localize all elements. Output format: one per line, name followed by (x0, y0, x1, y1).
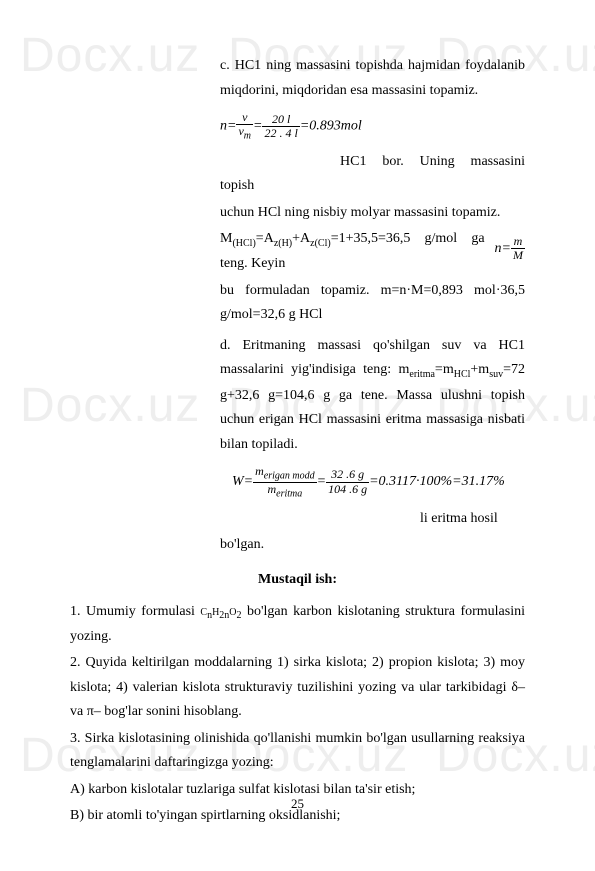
subscript: suv (489, 369, 503, 380)
paragraph-c1: c. HC1 ning massasini topishda hajmidan … (220, 54, 525, 103)
subscript: (HCl) (232, 238, 255, 249)
formula-c2: n=mM (495, 235, 525, 262)
paragraph-d2: li eritma hosil (220, 507, 525, 532)
fraction: 32 .6 g104 .6 g (326, 468, 369, 495)
subscript: HCl (454, 369, 471, 380)
item-2: 2. Quyida keltirilgan moddalarning 1) si… (70, 651, 525, 725)
text: li eritma hosil (420, 511, 498, 526)
paragraph-c3: n=mM M(HCl)=Az(H)+Az(Cl)=1+35,5=36,5 g/m… (220, 227, 525, 277)
numerator: m (511, 235, 525, 249)
text: m (267, 482, 276, 496)
subscript: z(H) (274, 238, 292, 249)
numerator: merigan modd (253, 465, 317, 482)
result: =0.3117·100%=31.17% (369, 474, 505, 489)
formula-text: n= (495, 241, 511, 256)
denominator: vm (236, 125, 253, 141)
denominator: meritma (253, 483, 317, 499)
item-3b: B) bir atomli to'yingan spirtlarning oks… (70, 804, 525, 829)
paragraph-c2b: uchun HCl ning nisbiy molyar massasini t… (220, 201, 525, 226)
equals: = (317, 474, 326, 489)
paragraph-d1: d. Eritmaning massasi qo'shilgan suv va … (220, 334, 525, 457)
item-1: 1. Umumiy formulasi CnH2nO2 bo'lgan karb… (70, 600, 525, 649)
numerator: v (236, 111, 253, 125)
text: HC1 bor. Uning massasini topish (220, 154, 525, 194)
denominator: 104 .6 g (326, 483, 369, 496)
heading-mustaqil: Mustaqil ish: (70, 568, 525, 593)
denominator: M (511, 249, 525, 262)
text: =m (435, 362, 454, 377)
chem-formula: CnH2nO2 (200, 607, 241, 618)
paragraph-c2: HC1 bor. Uning massasini topish (220, 150, 525, 199)
text: 1. Umumiy formulasi (70, 604, 200, 619)
formula-d1: W=merigan moddmeritma=32 .6 g104 .6 g=0.… (232, 465, 525, 499)
text: O (229, 607, 236, 618)
formula-c1: n=vvm=20 l22 . 4 l=0.893mol (220, 111, 525, 142)
result: =0.893 (300, 119, 341, 134)
equals: = (253, 119, 262, 134)
item-3a: A) karbon kislotalar tuzlariga sulfat ki… (70, 778, 525, 803)
item-3: 3. Sirka kislotasining olinishida qo'lla… (70, 727, 525, 776)
section-mustaqil: 1. Umumiy formulasi CnH2nO2 bo'lgan karb… (70, 600, 525, 829)
subscript: eritma (409, 369, 435, 380)
section-c: c. HC1 ning massasini topishda hajmidan … (220, 54, 525, 558)
numerator: 32 .6 g (326, 468, 369, 482)
paragraph-d2b: bo'lgan. (220, 533, 525, 558)
text: m (255, 464, 264, 478)
text: +A (292, 231, 310, 246)
text: +m (470, 362, 489, 377)
fraction: 20 l22 . 4 l (262, 113, 299, 140)
text: M (220, 231, 232, 246)
subscript: m (244, 131, 251, 142)
fraction: vvm (236, 111, 253, 142)
numerator: 20 l (262, 113, 299, 127)
fraction: mM (511, 235, 525, 262)
subscript: eritma (276, 488, 302, 499)
formula-text: W= (232, 474, 253, 489)
document-content: c. HC1 ning massasini topishda hajmidan … (0, 0, 595, 871)
unit: mol (341, 119, 362, 134)
denominator: 22 . 4 l (262, 127, 299, 140)
text: =A (256, 231, 274, 246)
subscript: 2n (219, 610, 229, 621)
fraction: merigan moddmeritma (253, 465, 317, 499)
subscript: erigan modd (264, 471, 315, 482)
subscript: z(Cl) (310, 238, 331, 249)
formula-text: n= (220, 119, 236, 134)
paragraph-c4: bu formuladan topamiz. m=n·M=0,893 mol·3… (220, 279, 525, 328)
